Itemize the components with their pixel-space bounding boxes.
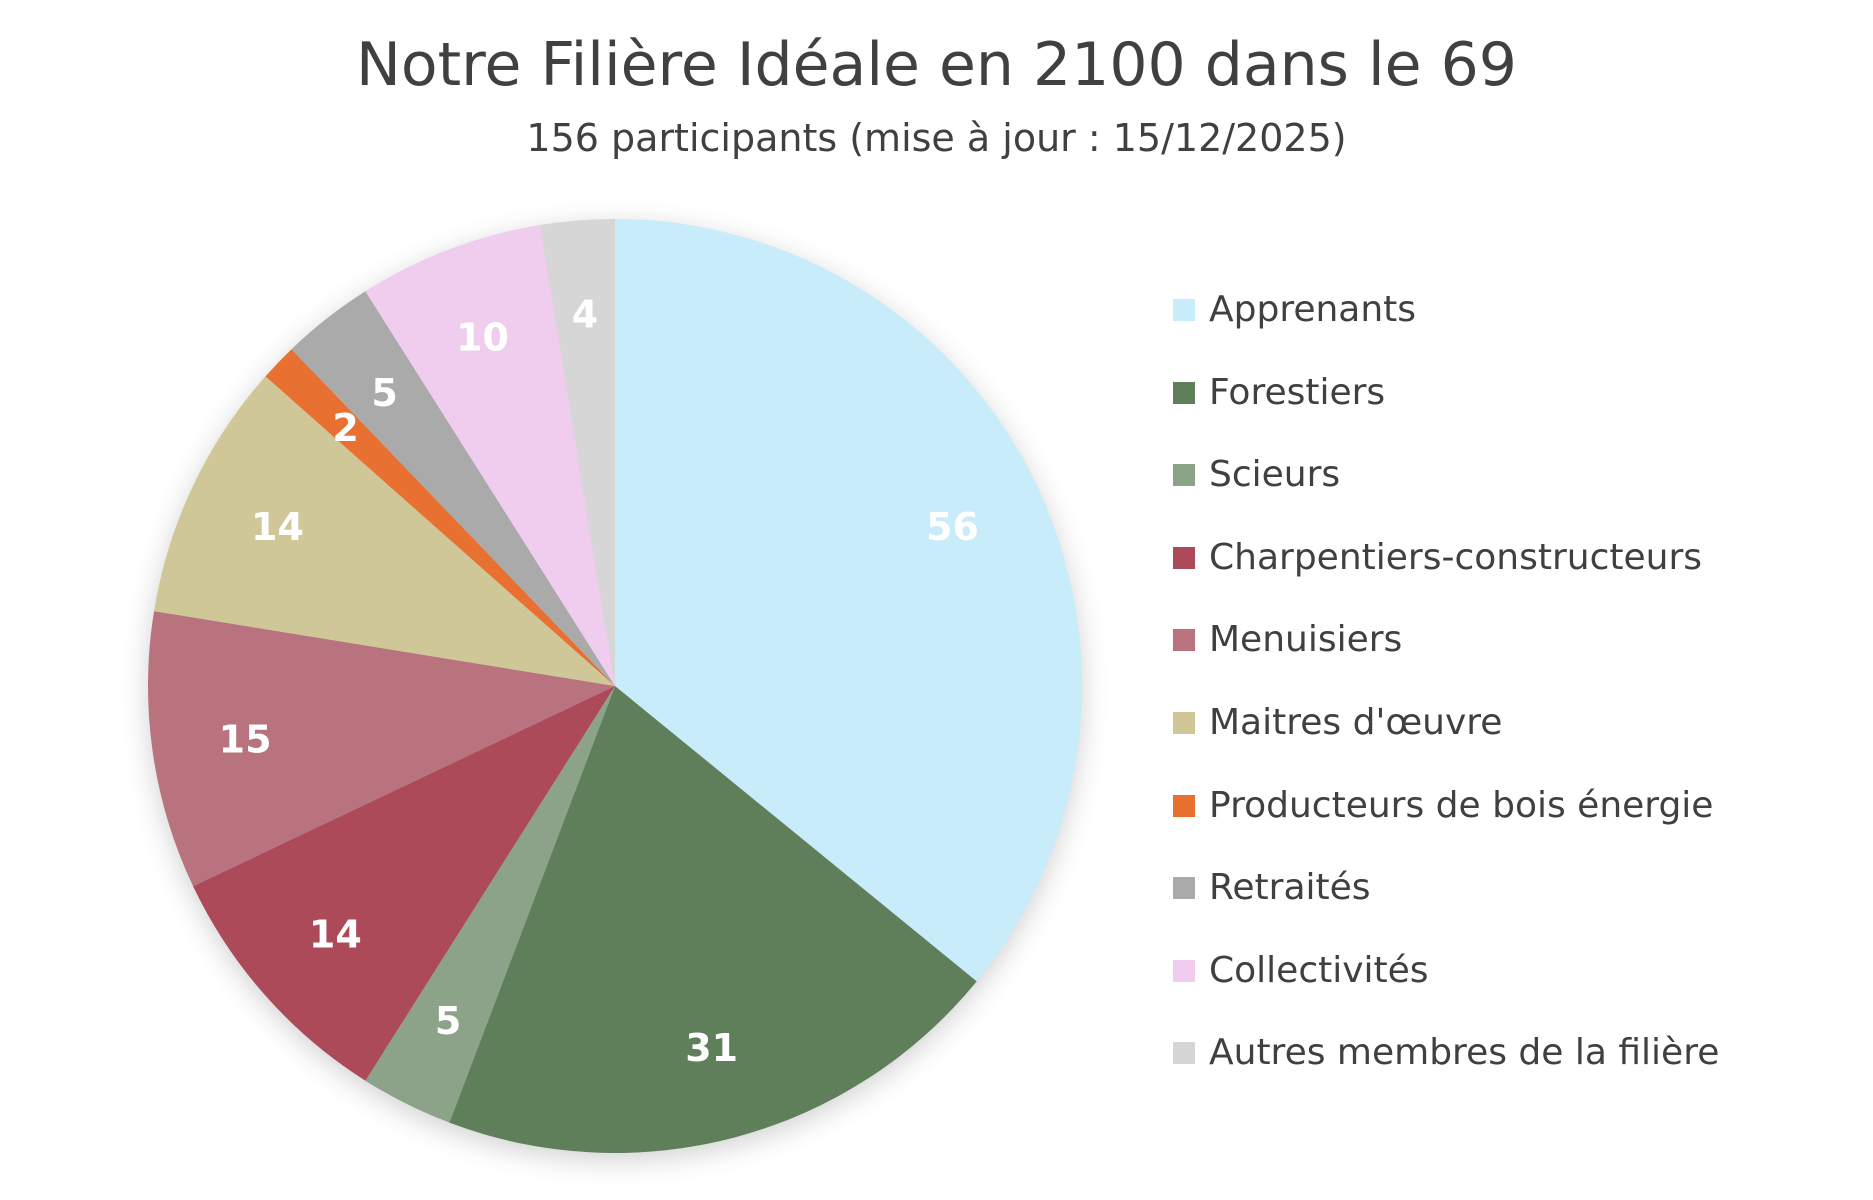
legend-label: Forestiers: [1209, 371, 1386, 413]
data-label: 56: [926, 505, 979, 549]
chart-subtitle: 156 participants (mise à jour : 15/12/20…: [526, 116, 1347, 160]
legend-item: Forestiers: [1173, 371, 1719, 456]
legend-item: Retraités: [1173, 868, 1719, 951]
pie-slice-autres-membres-de-la-fili-re: [540, 219, 615, 686]
legend-label: Retraités: [1209, 867, 1371, 909]
chart-title: Notre Filière Idéale en 2100 dans le 69: [356, 30, 1517, 100]
legend-swatch: [1173, 546, 1195, 569]
legend-item: Scieurs: [1173, 455, 1719, 538]
legend-label: Producteurs de bois énergie: [1209, 784, 1714, 826]
legend-swatch: [1173, 794, 1195, 817]
legend-item: Producteurs de bois énergie: [1173, 784, 1719, 869]
pie-slice-maitres-d-uvre: [154, 376, 615, 686]
legend-label: Scieurs: [1209, 454, 1341, 496]
legend-swatch: [1173, 877, 1195, 900]
data-label: 5: [371, 371, 397, 415]
pie-slice-charpentiers-constructeurs: [193, 686, 615, 1081]
legend-swatch: [1173, 711, 1195, 734]
legend-swatch: [1173, 959, 1195, 982]
data-label: 2: [332, 406, 358, 450]
legend-item: Charpentiers-constructeurs: [1173, 536, 1719, 621]
data-label: 14: [309, 913, 362, 957]
data-label: 4: [572, 293, 598, 337]
legend-swatch: [1173, 464, 1195, 487]
legend-label: Menuisiers: [1209, 619, 1403, 661]
legend-item: Apprenants: [1173, 290, 1719, 373]
pie-slice-collectivit-s: [365, 225, 615, 686]
legend-item: Autres membres de la filière: [1173, 1033, 1719, 1116]
legend-item: Collectivités: [1173, 949, 1719, 1034]
data-label: 5: [435, 999, 461, 1043]
data-label: 15: [219, 717, 272, 761]
legend-label: Charpentiers-constructeurs: [1209, 536, 1702, 578]
legend: Apprenants Forestiers Scieurs Charpentiers-…: [1173, 290, 1719, 1116]
data-label: 31: [685, 1026, 738, 1070]
pie-slice-apprenants: [615, 219, 1083, 982]
legend-swatch: [1173, 299, 1195, 321]
pie-slice-producteurs-de-bois-nergie: [265, 349, 615, 686]
legend-label: Maitres d'œuvre: [1209, 701, 1503, 743]
data-label: 10: [456, 316, 509, 360]
legend-swatch: [1173, 629, 1195, 652]
legend-swatch: [1173, 1042, 1195, 1065]
legend-swatch: [1173, 381, 1195, 404]
legend-label: Autres membres de la filière: [1209, 1032, 1720, 1074]
legend-item: Menuisiers: [1173, 620, 1719, 703]
legend-label: Apprenants: [1209, 289, 1417, 330]
legend-item: Maitres d'œuvre: [1173, 701, 1719, 786]
pie-slice-forestiers: [449, 686, 977, 1153]
pie-slice-menuisiers: [147, 611, 615, 887]
pie-slice-retrait-s: [291, 291, 615, 686]
pie-slice-scieurs: [365, 686, 615, 1123]
legend-label: Collectivités: [1209, 949, 1429, 991]
data-label: 14: [251, 505, 304, 549]
